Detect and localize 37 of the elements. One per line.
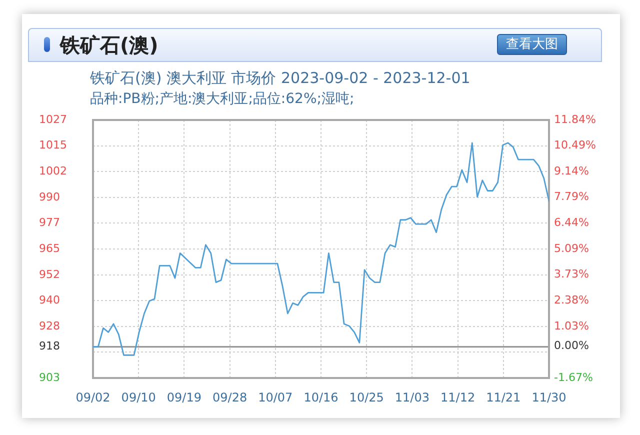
text: 品种:PB粉;产地:澳大利亚;品位:62%;湿吨; [90, 90, 354, 108]
chart-subtitle: 铁矿石(澳) 澳大利亚 市场价 2023-09-02 - 2023-12-01 [90, 68, 470, 88]
y2-tick-label: 10.49% [554, 138, 596, 152]
y2-tick-label: -1.67% [554, 370, 593, 384]
chart-title: 铁矿石(澳) [60, 33, 158, 57]
y-tick-label: 903 [39, 370, 60, 384]
x-tick-label: 10/16 [304, 390, 338, 404]
x-tick-label: 11/30 [532, 390, 566, 404]
x-tick-label: 09/02 [76, 390, 110, 404]
y2-tick-label: 3.73% [554, 268, 589, 281]
y-tick-label: 940 [39, 293, 60, 306]
y2-tick-label: 5.09% [554, 242, 589, 255]
y-tick-label: 1027 [39, 112, 67, 126]
x-tick-label: 09/10 [121, 390, 156, 404]
x-tick-label: 10/07 [258, 390, 293, 404]
y-tick-label: 1015 [39, 138, 67, 152]
y-tick-label: 965 [39, 242, 60, 255]
x-tick-label: 09/28 [212, 390, 248, 404]
x-tick-label: 11/03 [394, 390, 430, 404]
y2-tick-label: 9.14% [554, 164, 589, 178]
x-tick-label: 09/19 [166, 390, 202, 404]
view-larger-button[interactable]: 查看大图 [497, 34, 567, 55]
x-tick-label: 10/25 [349, 390, 384, 404]
y-tick-label: 1002 [39, 164, 67, 178]
y2-tick-label: 0.00% [554, 338, 589, 352]
y-tick-label: 990 [39, 190, 60, 204]
y-tick-label: 918 [39, 340, 60, 353]
y-tick-label: 928 [39, 319, 60, 332]
y2-tick-label: 2.38% [554, 294, 589, 307]
y2-tick-label: 11.84% [554, 112, 596, 126]
y2-tick-label: 1.03% [554, 319, 589, 332]
y-tick-label: 977 [39, 216, 60, 230]
x-tick-label: 11/12 [440, 390, 476, 404]
y-tick-label: 952 [39, 268, 60, 282]
x-tick-label: 11/21 [486, 390, 521, 404]
y2-tick-label: 7.79% [554, 190, 589, 204]
y2-tick-label: 6.44% [554, 216, 589, 229]
